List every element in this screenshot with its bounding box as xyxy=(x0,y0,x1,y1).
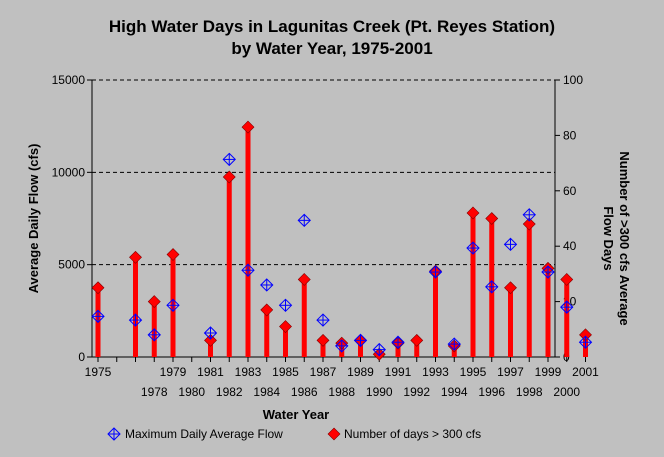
x-tick-label: 1975 xyxy=(85,365,112,379)
days-point xyxy=(316,333,330,347)
x-tick-label: 1979 xyxy=(160,365,187,379)
bar xyxy=(320,340,326,357)
days-point xyxy=(222,170,236,184)
bar xyxy=(545,268,551,357)
bar xyxy=(301,279,307,357)
x-tick-label: 1999 xyxy=(535,365,562,379)
y-tick-label-right: 80 xyxy=(563,128,577,142)
x-tick-label: 1995 xyxy=(460,365,487,379)
x-tick-label: 1982 xyxy=(216,385,243,399)
y-tick-label-right: 40 xyxy=(563,239,577,253)
x-axis-label: Water Year xyxy=(263,407,330,422)
bar xyxy=(470,212,476,357)
y-axis-label-left: Average Daily Flow (cfs) xyxy=(26,144,41,294)
bar xyxy=(358,340,363,357)
x-tick-label: 1992 xyxy=(403,385,430,399)
days-point xyxy=(522,217,536,231)
y-tick-label-left: 10000 xyxy=(52,165,86,179)
bar xyxy=(133,257,138,357)
y-axis-label-right: Flow Days xyxy=(601,206,616,270)
days-point xyxy=(91,281,105,295)
x-tick-label: 1996 xyxy=(478,385,505,399)
bar xyxy=(264,309,270,357)
days-point xyxy=(297,273,311,286)
days-point xyxy=(279,320,292,333)
x-tick-label: 1983 xyxy=(235,365,262,379)
x-tick-label: 2000 xyxy=(553,385,580,399)
x-tick-label: 1978 xyxy=(141,385,168,399)
x-tick-label: 1994 xyxy=(441,385,468,399)
legend-days-marker xyxy=(327,427,341,441)
days-point xyxy=(147,295,161,309)
x-tick-label: 1985 xyxy=(272,365,299,379)
bar xyxy=(283,326,288,357)
x-tick-label: 1987 xyxy=(310,365,337,379)
x-tick-label: 1997 xyxy=(497,365,524,379)
bar xyxy=(508,287,513,357)
legend-flow-label: Maximum Daily Average Flow xyxy=(125,427,283,441)
days-point xyxy=(204,333,217,347)
bar xyxy=(564,279,570,357)
bar xyxy=(526,224,532,357)
bar xyxy=(226,176,232,357)
x-tick-label: 1989 xyxy=(347,365,374,379)
y-tick-label-left: 0 xyxy=(78,350,85,364)
chart-title: High Water Days in Lagunitas Creek (Pt. … xyxy=(109,17,555,36)
x-tick-label: 1984 xyxy=(253,385,280,399)
days-point xyxy=(466,206,480,220)
x-tick-label: 1980 xyxy=(178,385,205,399)
x-tick-label: 1993 xyxy=(422,365,449,379)
y-tick-label-left: 5000 xyxy=(58,258,85,272)
plot-area xyxy=(92,80,555,357)
y-tick-label-right: 60 xyxy=(563,184,577,198)
x-tick-label: 1986 xyxy=(291,385,318,399)
days-point xyxy=(560,273,574,286)
x-tick-label: 1988 xyxy=(328,385,355,399)
y-tick-label-left: 15000 xyxy=(52,73,86,87)
x-tick-label: 2001 xyxy=(572,365,599,379)
x-tick-label: 1990 xyxy=(366,385,393,399)
y-axis-label-right: Number of >300 cfs Average xyxy=(617,151,632,325)
bar xyxy=(245,127,251,357)
y-tick-label-right: 100 xyxy=(563,73,583,87)
bar xyxy=(395,343,401,357)
x-tick-label: 1991 xyxy=(385,365,412,379)
bar xyxy=(433,271,438,357)
x-tick-label: 1981 xyxy=(197,365,224,379)
days-point xyxy=(504,281,517,295)
days-point xyxy=(166,248,180,261)
x-tick-label: 1998 xyxy=(516,385,543,399)
bar xyxy=(208,340,213,357)
days-point xyxy=(410,333,424,347)
days-point xyxy=(241,120,255,134)
bar xyxy=(414,340,420,357)
days-point xyxy=(485,212,499,225)
legend-days-label: Number of days > 300 cfs xyxy=(344,427,481,441)
chart-subtitle: by Water Year, 1975-2001 xyxy=(231,39,432,58)
days-point xyxy=(129,250,142,264)
days-point xyxy=(260,303,274,317)
